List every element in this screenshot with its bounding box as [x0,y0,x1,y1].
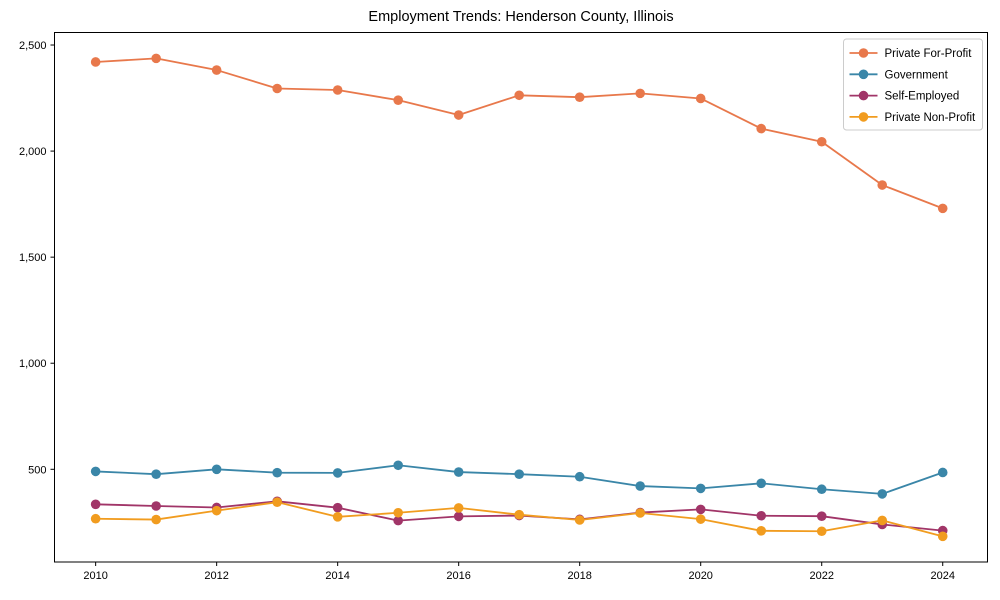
legend-label: Government [885,69,949,81]
legend-label: Private For-Profit [885,48,973,60]
data-point-marker [937,467,948,478]
x-tick-label: 2012 [204,570,228,582]
data-point-marker [756,123,767,134]
data-point-marker [877,180,888,190]
data-point-marker [332,502,343,513]
legend-marker [858,90,869,101]
x-tick-label: 2022 [809,570,833,582]
series-government [90,460,948,499]
legend-label: Private Non-Profit [885,112,977,124]
data-point-marker [695,93,706,104]
x-tick-label: 2014 [325,570,349,582]
chart-title: Employment Trends: Henderson County, Ill… [368,9,673,25]
data-point-marker [877,515,888,526]
legend-marker [858,69,869,80]
data-point-marker [574,92,585,103]
y-tick-label: 1,500 [19,252,47,264]
data-point-marker [453,503,464,513]
data-point-marker [90,513,101,524]
y-tick-label: 2,500 [19,40,47,52]
data-point-marker [453,511,464,522]
data-point-marker [695,504,706,515]
series-private-for-profit [90,53,948,214]
data-point-marker [877,489,888,499]
legend-entry: Government [849,69,949,81]
legend-entry: Self-Employed [849,90,960,103]
data-point-marker [756,510,767,521]
legend-entry: Private For-Profit [849,48,973,60]
data-point-marker [756,526,767,536]
data-point-marker [514,90,524,101]
data-point-marker [816,484,827,495]
x-tick-label: 2024 [930,570,954,582]
data-point-marker [393,95,403,105]
axes-spines [54,32,988,563]
x-tick-label: 2010 [83,570,107,582]
data-point-marker [453,110,464,120]
data-point-marker [90,466,101,477]
data-point-marker [937,203,948,214]
data-point-marker [332,85,343,95]
data-point-marker [514,469,524,479]
data-point-marker [211,464,222,475]
data-point-marker [211,505,222,516]
y-tick-label: 1,000 [19,358,47,370]
data-point-marker [635,88,645,99]
data-point-marker [635,481,645,491]
data-point-marker [332,468,343,478]
data-point-marker [816,526,827,537]
x-tick-label: 2018 [567,570,591,582]
y-tick-label: 2,000 [19,146,47,158]
series-private-non-profit [90,497,948,542]
data-point-marker [393,515,403,526]
data-point-marker [937,531,948,542]
data-point-marker [393,507,403,518]
data-point-marker [574,471,585,482]
data-point-marker [816,136,827,147]
data-point-marker [151,469,161,479]
legend-label: Self-Employed [885,91,960,103]
plot-area: 2010 2012 2014 2016 2018 2020 2022 2024 500 1,000… [19,32,988,582]
data-point-marker [514,509,524,520]
data-point-marker [272,497,282,507]
data-point-marker [90,57,101,67]
legend-box [843,38,983,131]
data-point-marker [151,53,161,64]
legend: Private For-Profit Government Self-Employe… [843,38,983,131]
data-point-marker [816,511,827,521]
x-tick-label: 2020 [688,570,712,582]
data-point-marker [151,514,161,525]
data-point-marker [393,460,403,471]
data-point-marker [90,499,101,510]
y-tick-label: 500 [28,464,46,476]
data-point-marker [332,512,343,522]
legend-entry: Private Non-Profit [849,112,977,124]
data-point-marker [272,467,282,478]
data-point-marker [695,514,706,524]
legend-marker [858,112,869,122]
data-point-marker [635,508,645,518]
legend-marker [858,48,869,58]
data-point-marker [211,65,222,75]
data-point-marker [756,478,767,489]
data-point-marker [151,501,161,511]
data-point-marker [272,83,282,94]
data-point-marker [574,515,585,525]
data-point-marker [695,483,706,494]
series-line [94,57,944,210]
data-point-marker [453,467,464,477]
x-tick-label: 2016 [446,570,470,582]
